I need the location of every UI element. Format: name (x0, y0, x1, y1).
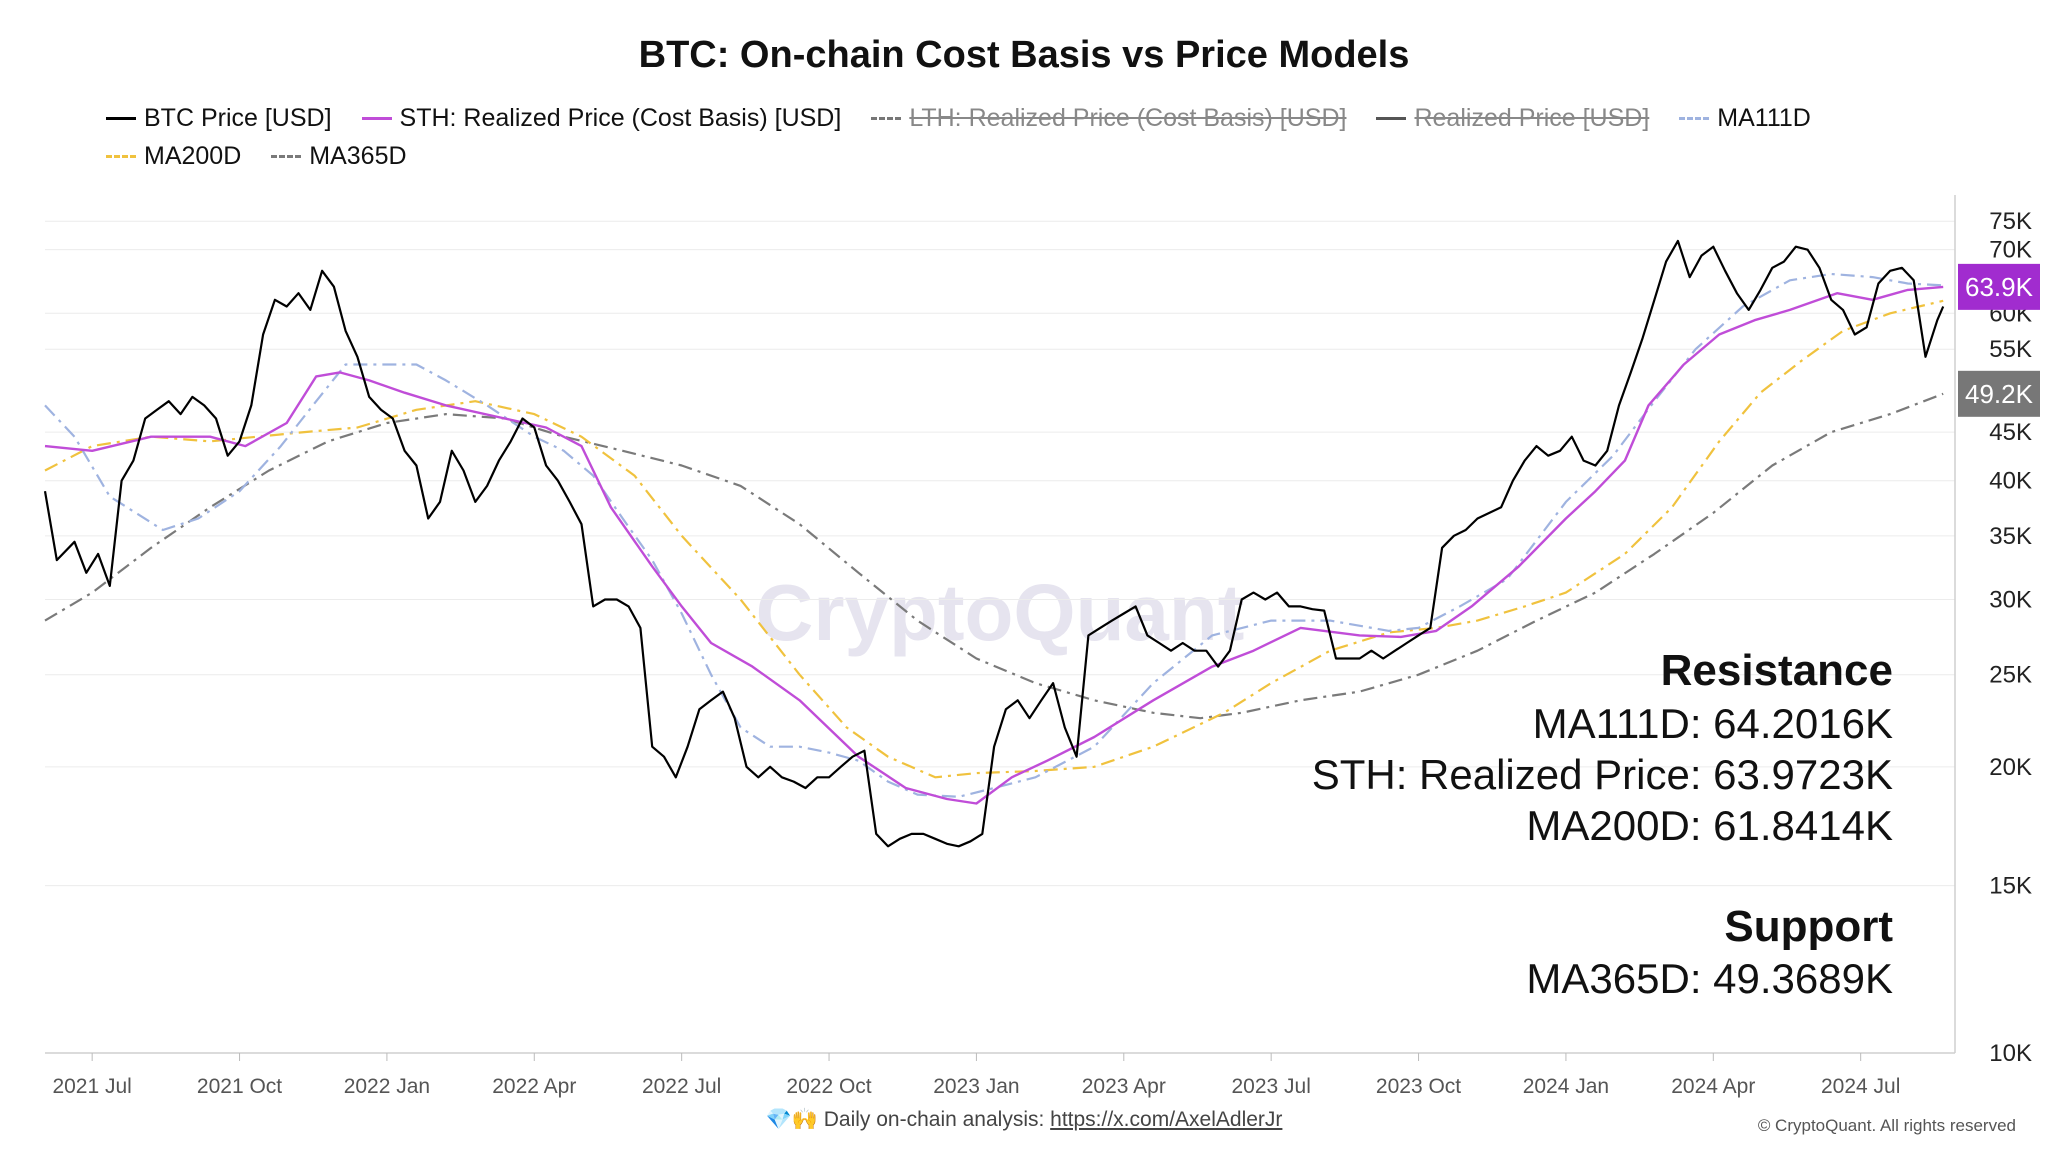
x-tick-label: 2023 Jan (933, 1075, 1019, 1098)
y-tick-label: 75K (1989, 208, 2032, 235)
series-line-ma365d (44, 392, 1944, 720)
copyright: © CryptoQuant. All rights reserved (1757, 1116, 2016, 1135)
footer-link[interactable]: https://x.com/AxelAdlerJr (1050, 1108, 1283, 1131)
legend-swatch (1679, 117, 1710, 120)
legend-label: Realized Price [USD] (1414, 104, 1650, 132)
y-tick-label: 45K (1989, 419, 2032, 446)
support-ma365d-label: MA365D: 49.3689K (1526, 955, 1893, 1002)
legend: BTC Price [USD] STH: Realized Price (Cost… (106, 98, 2006, 173)
price-badge (1958, 263, 2040, 310)
legend-item[interactable]: MA111D (1679, 102, 1811, 136)
x-tick-label: 2023 Jul (1231, 1075, 1310, 1098)
legend-swatch (106, 154, 136, 158)
plot-area: CryptoQuant75K70K60K55K45K40K35K30K25K20… (43, 195, 2040, 1098)
y-tick-label: 55K (1989, 336, 2032, 363)
x-tick-label: 2022 Jul (642, 1075, 721, 1098)
x-tick-label: 2024 Jul (1821, 1075, 1900, 1098)
x-tick-label: 2022 Apr (492, 1075, 576, 1098)
resistance-ma111d-label: MA111D: 64.2016K (1532, 700, 1893, 747)
x-tick-label: 2021 Oct (197, 1075, 282, 1098)
y-tick-label: 25K (1989, 662, 2032, 689)
legend-item[interactable]: BTC Price [USD] (106, 102, 332, 136)
legend-label: LTH: Realized Price (Cost Basis) [USD] (909, 104, 1347, 132)
legend-label: STH: Realized Price (Cost Basis) [USD] (399, 104, 842, 132)
legend-label: BTC Price [USD] (144, 104, 332, 132)
legend-swatch (361, 117, 392, 120)
legend-swatch (871, 117, 902, 120)
legend-item[interactable]: STH: Realized Price (Cost Basis) [USD] (361, 102, 842, 136)
x-tick-label: 2022 Oct (786, 1075, 871, 1098)
footer: 💎🙌 Daily on-chain analysis: https://x.co… (0, 1108, 2048, 1132)
legend-swatch (1376, 117, 1407, 120)
legend-label: MA200D (144, 141, 242, 170)
y-tick-label: 20K (1989, 754, 2032, 781)
price-badge (1958, 370, 2040, 417)
x-tick-label: 2023 Apr (1082, 1075, 1166, 1098)
x-tick-label: 2024 Jan (1523, 1075, 1609, 1098)
series-line-ma200d (44, 299, 1944, 779)
resistance-sth-label: STH: Realized Price: 63.9723K (1311, 751, 1893, 798)
legend-swatch (271, 154, 302, 158)
y-tick-label: 30K (1989, 586, 2032, 613)
legend-item[interactable]: MA200D (106, 139, 241, 173)
legend-label: MA111D (1717, 104, 1811, 132)
price-badge-label: 63.9K (1965, 272, 2034, 302)
x-tick-label: 2021 Jul (52, 1075, 131, 1098)
y-tick-label: 35K (1989, 523, 2032, 550)
y-tick-label: 15K (1989, 873, 2032, 900)
legend-item[interactable]: MA365D (271, 139, 407, 173)
y-tick-label: 70K (1989, 237, 2032, 264)
chart-title: BTC: On-chain Cost Basis vs Price Models (638, 34, 1410, 76)
series-line-ma111d (44, 272, 1944, 798)
resistance-title: Resistance (1660, 646, 1893, 695)
legend-item[interactable]: LTH: Realized Price (Cost Basis) [USD] (871, 102, 1346, 136)
legend-label: MA365D (309, 141, 407, 170)
y-tick-label: 10K (1989, 1040, 2032, 1067)
legend-swatch (106, 117, 136, 120)
footer-text: Daily on-chain analysis: (823, 1108, 1051, 1131)
resistance-ma200d-label: MA200D: 61.8414K (1526, 802, 1893, 849)
legend-item[interactable]: Realized Price [USD] (1376, 102, 1649, 136)
x-tick-label: 2023 Oct (1376, 1075, 1461, 1098)
price-badge-label: 49.2K (1965, 379, 2034, 409)
y-tick-label: 40K (1989, 468, 2032, 495)
watermark: CryptoQuant (756, 568, 1245, 657)
support-title: Support (1724, 902, 1893, 951)
series-line-btc-price-usd (43, 239, 1945, 848)
x-tick-label: 2022 Jan (344, 1075, 430, 1098)
x-tick-label: 2024 Apr (1671, 1075, 1755, 1098)
diamond-hands-emoji: 💎🙌 (765, 1108, 818, 1131)
